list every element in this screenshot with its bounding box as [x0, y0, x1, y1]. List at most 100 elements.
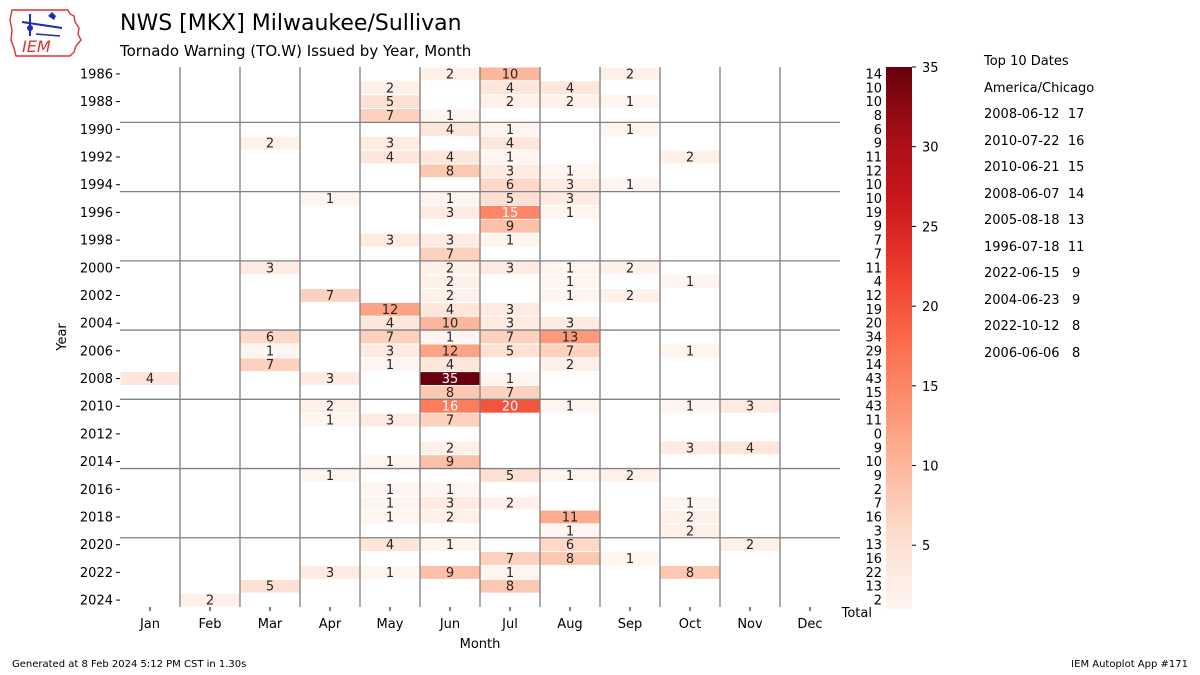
cell-label: 1 [506, 372, 514, 387]
heatmap-cell [600, 122, 660, 136]
heatmap-cell [360, 538, 420, 552]
row-total: 10 [865, 178, 882, 193]
heatmap-cell [480, 552, 540, 565]
heatmap-cell [420, 413, 480, 427]
heatmap-cell [180, 593, 240, 607]
cell-label: 3 [446, 497, 454, 512]
heatmap-cell [600, 178, 660, 192]
row-total: 14 [865, 67, 882, 82]
cell-label: 1 [386, 497, 394, 512]
heatmap-cell [420, 399, 480, 413]
cell-label: 1 [566, 400, 574, 415]
row-total: 22 [865, 566, 882, 581]
heatmap-cell [540, 524, 600, 538]
cell-label: 2 [746, 538, 754, 553]
cell-label: 7 [506, 552, 514, 567]
y-tick-label: 1996 [80, 206, 113, 221]
heatmap-cell [540, 261, 600, 275]
heatmap-cell [420, 344, 480, 358]
cell-label: 1 [386, 358, 394, 373]
heatmap-cell [360, 109, 420, 122]
y-tick-label: 1988 [80, 95, 113, 110]
heatmap-cell [480, 261, 540, 275]
row-total: 12 [865, 164, 882, 179]
cell-label: 1 [446, 109, 454, 124]
cell-label: 3 [566, 317, 574, 332]
heatmap-cell [480, 330, 540, 344]
row-total: 43 [865, 400, 882, 415]
cell-label: 2 [446, 511, 454, 526]
heatmap-cell [660, 399, 720, 413]
heatmap-cell [480, 178, 540, 192]
cell-label: 1 [446, 331, 454, 346]
heatmap-cell [540, 330, 600, 344]
heatmap-cell [360, 455, 420, 469]
row-total: 29 [865, 344, 882, 359]
row-total: 2 [874, 594, 882, 609]
cell-label: 2 [326, 400, 334, 415]
top10-entry: 2004-06-23 9 [984, 292, 1081, 308]
heatmap-cell [600, 552, 660, 565]
cell-label: 3 [326, 372, 334, 387]
cell-label: 2 [506, 497, 514, 512]
cell-label: 3 [506, 317, 514, 332]
heatmap-cell [480, 233, 540, 247]
top10-timezone: America/Chicago [984, 80, 1095, 96]
heatmap-cell [600, 95, 660, 109]
cell-label: 35 [442, 372, 459, 387]
heatmap-cell [420, 330, 480, 344]
row-total: 8 [874, 109, 882, 124]
heatmap-cell [480, 219, 540, 233]
cell-label: 3 [386, 344, 394, 359]
heatmap-cell [720, 399, 780, 413]
cell-label: 1 [566, 524, 574, 539]
cell-label: 4 [446, 123, 454, 138]
row-total: 19 [865, 206, 882, 221]
heatmap-cell [480, 95, 540, 109]
y-tick-label: 2008 [80, 372, 113, 387]
heatmap-cell [240, 579, 300, 593]
cell-label: 8 [446, 386, 454, 401]
heatmap-cell [660, 510, 720, 524]
y-tick-label: 2002 [80, 289, 113, 304]
cell-label: 9 [446, 455, 454, 470]
heatmap-cell [360, 358, 420, 372]
cell-label: 8 [446, 164, 454, 179]
x-tick-label: Dec [797, 617, 822, 632]
top10-entry: 2010-07-22 16 [984, 133, 1085, 149]
heatmap-cell [480, 205, 540, 219]
heatmap-cell [420, 385, 480, 399]
x-tick-label: Sep [618, 617, 643, 632]
y-tick-label: 2012 [80, 427, 113, 442]
y-tick-label: 2004 [80, 317, 113, 332]
cell-label: 15 [502, 206, 519, 221]
cell-label: 2 [446, 261, 454, 276]
row-total: 43 [865, 372, 882, 387]
row-total: 7 [874, 247, 882, 262]
x-tick-label: Feb [198, 617, 221, 632]
cell-label: 1 [626, 552, 634, 567]
colorbar-tick-label: 20 [922, 300, 939, 315]
heatmap-cell [420, 289, 480, 302]
colorbar [886, 67, 912, 609]
heatmap-cell [540, 81, 600, 95]
row-total: 9 [874, 469, 882, 484]
cell-label: 1 [326, 469, 334, 484]
heatmap-cell [420, 496, 480, 510]
cell-label: 1 [446, 483, 454, 498]
cell-label: 1 [626, 178, 634, 193]
heatmap-cell [240, 261, 300, 275]
x-tick-label: May [377, 617, 404, 632]
cell-label: 1 [506, 151, 514, 166]
heatmap-cell [300, 399, 360, 413]
heatmap-cell [480, 150, 540, 164]
cell-label: 4 [446, 303, 454, 318]
page-title: NWS [MKX] Milwaukee/Sullivan [120, 11, 462, 36]
cell-label: 4 [566, 81, 574, 96]
heatmap-cell [540, 316, 600, 330]
x-tick-label: Oct [679, 617, 701, 632]
cell-label: 11 [562, 511, 579, 526]
y-tick-label: 1990 [80, 123, 113, 138]
cell-label: 1 [446, 538, 454, 553]
